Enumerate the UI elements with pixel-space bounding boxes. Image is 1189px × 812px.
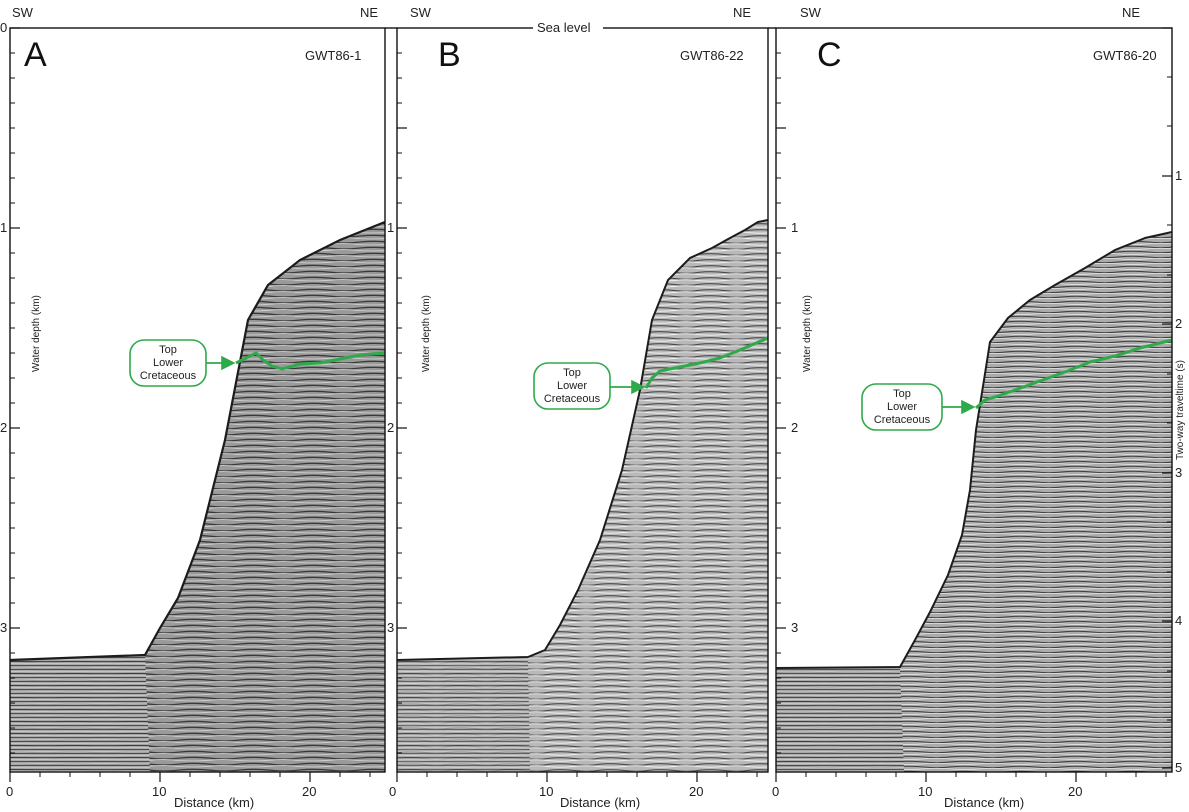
panel-c-twt-axis-title: Two-way traveltime (s) [1175, 360, 1186, 460]
panel-b-depth-axis-title: Water depth (km) [421, 295, 432, 372]
seismic-section-a [10, 222, 385, 772]
panel-a-distance-tick-0: 0 [6, 784, 13, 799]
flat-basin-beds-c [776, 667, 904, 772]
seismic-section-b [397, 220, 768, 772]
seafloor-reflector-a [9, 220, 386, 662]
panel-c-depth-axis-title: Water depth (km) [802, 295, 813, 372]
panel-a-depth-tick-0: 0 [0, 20, 7, 35]
svg-text:Lower: Lower [557, 380, 587, 392]
panel-b-distance-axis [396, 772, 758, 782]
panel-b-orientation-right: NE [733, 5, 751, 20]
panel-b-depth-tick-2: 2 [387, 420, 394, 435]
panel-b-distance-tick-2: 20 [689, 784, 703, 799]
horizon-top-lower-cretaceous-c [975, 338, 1173, 410]
svg-text:Lower: Lower [887, 401, 917, 413]
seismic-section-c [776, 232, 1172, 772]
panel-b-depth-axis [397, 52, 407, 754]
panel-a: A GWT86-1 SW NE [0, 5, 386, 810]
panel-c-depth-axis [776, 52, 786, 754]
panel-b: Sea level B GWT86-22 SW NE [387, 5, 769, 810]
svg-text:Top: Top [563, 367, 581, 379]
panel-c-depth-tick-3: 3 [791, 620, 798, 635]
panel-a-line-name: GWT86-1 [305, 48, 361, 63]
panel-c-twt-tick-4: 4 [1175, 613, 1182, 628]
panel-a-distance-tick-2: 20 [302, 784, 316, 799]
panel-c-horizon-callout: Top Lower Cretaceous [861, 383, 976, 431]
svg-text:Lower: Lower [153, 357, 183, 369]
panel-a-distance-axis [9, 772, 371, 782]
panel-c-frame [775, 27, 1173, 773]
panel-c-distance-tick-0: 0 [772, 784, 779, 799]
panel-c-distance-tick-1: 10 [918, 784, 932, 799]
panel-a-distance-tick-1: 10 [152, 784, 166, 799]
panel-a-distance-axis-title: Distance (km) [174, 795, 254, 810]
panel-c-distance-tick-2: 20 [1068, 784, 1082, 799]
panel-c: C GWT86-20 SW NE [772, 5, 1186, 810]
svg-text:Cretaceous: Cretaceous [874, 414, 931, 426]
svg-text:Cretaceous: Cretaceous [544, 393, 601, 405]
panel-c-orientation-left: SW [800, 5, 822, 20]
panel-a-depth-tick-1: 1 [0, 220, 7, 235]
panel-c-twt-axis [1162, 27, 1172, 769]
panel-c-letter: C [817, 36, 842, 74]
horizon-top-lower-cretaceous-b [644, 336, 769, 389]
panel-a-depth-tick-3: 3 [0, 620, 7, 635]
panel-b-distance-tick-1: 10 [539, 784, 553, 799]
panel-b-letter: B [438, 36, 461, 74]
panel-c-twt-tick-1: 1 [1175, 168, 1182, 183]
panel-c-orientation-right: NE [1122, 5, 1140, 20]
panel-c-distance-axis-title: Distance (km) [944, 795, 1024, 810]
panel-b-distance-axis-title: Distance (km) [560, 795, 640, 810]
panel-b-horizon-callout: Top Lower Cretaceous [533, 362, 646, 410]
panel-c-depth-tick-1: 1 [791, 220, 798, 235]
panel-a-depth-axis [10, 27, 20, 754]
horizon-top-lower-cretaceous-a [235, 351, 386, 371]
sea-level-label: Sea level [537, 20, 591, 35]
panel-c-depth-tick-2: 2 [791, 420, 798, 435]
seafloor-reflector-b [396, 219, 769, 661]
panel-c-twt-tick-5: 5 [1175, 760, 1182, 775]
panel-c-twt-tick-2: 2 [1175, 316, 1182, 331]
panel-a-orientation-right: NE [360, 5, 378, 20]
panel-a-depth-tick-2: 2 [0, 420, 7, 435]
panel-c-twt-tick-3: 3 [1175, 465, 1182, 480]
panel-c-line-name: GWT86-20 [1093, 48, 1157, 63]
svg-text:Top: Top [893, 388, 911, 400]
flat-basin-beds-a [10, 655, 150, 772]
panel-b-orientation-left: SW [410, 5, 432, 20]
panel-a-letter: A [24, 36, 47, 74]
panel-b-line-name: GWT86-22 [680, 48, 744, 63]
panel-c-distance-axis [775, 772, 1167, 782]
panel-b-depth-tick-3: 3 [387, 620, 394, 635]
panel-a-depth-axis-title: Water depth (km) [31, 295, 42, 372]
panel-b-distance-tick-0: 0 [389, 784, 396, 799]
svg-text:Top: Top [159, 344, 177, 356]
svg-text:Cretaceous: Cretaceous [140, 370, 197, 382]
panel-a-horizon-callout: Top Lower Cretaceous [129, 339, 236, 387]
flat-basin-beds-b [397, 657, 530, 772]
panel-a-frame [9, 27, 386, 773]
seafloor-reflector-c [775, 231, 1173, 669]
panel-b-depth-tick-1: 1 [387, 220, 394, 235]
panel-a-orientation-left: SW [12, 5, 34, 20]
